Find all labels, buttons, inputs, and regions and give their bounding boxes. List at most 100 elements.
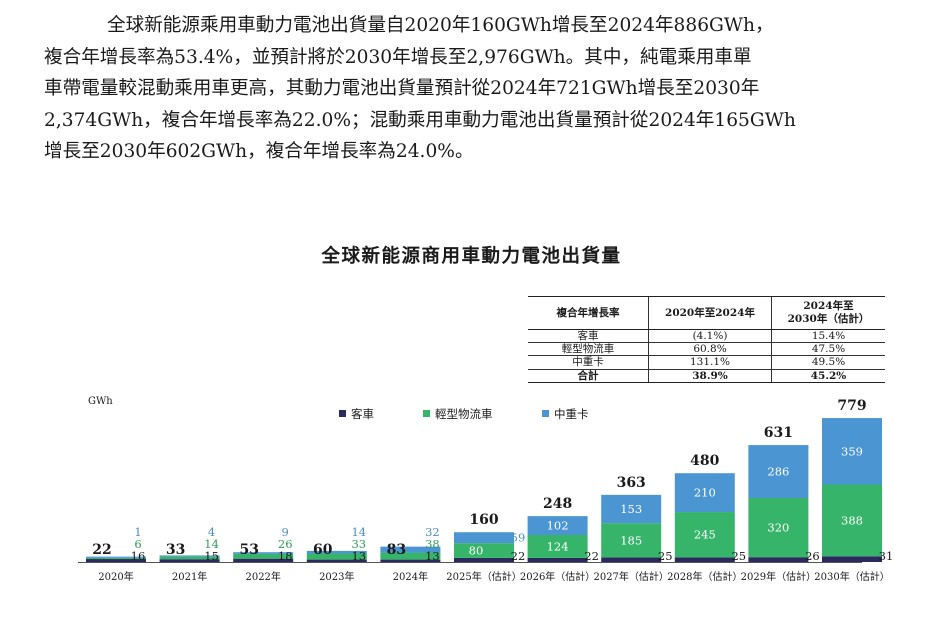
bar-label-heavy-truck: 359 bbox=[841, 444, 863, 458]
bar-total-label: 60 bbox=[313, 542, 333, 558]
bar-segment-heavy-truck bbox=[380, 546, 441, 553]
bar-segment-bus bbox=[86, 559, 146, 562]
bar-label-bus: 22 bbox=[584, 549, 599, 563]
bar-segment-light-logistics bbox=[527, 534, 588, 558]
bar-total-label: 53 bbox=[239, 542, 258, 558]
bar-total-label: 248 bbox=[543, 496, 572, 512]
bar-segment-bus bbox=[159, 559, 220, 562]
cagr-row-label: 合計 bbox=[528, 369, 649, 383]
cagr-row-bus: 客車 (4.1%) 15.4% bbox=[528, 329, 885, 344]
bar-total-label: 160 bbox=[469, 512, 498, 528]
cagr-header-2024-2030: 2024年至 2030年（估計） bbox=[771, 296, 885, 330]
bar-total-label: 22 bbox=[92, 542, 111, 558]
x-tick-label: 2021年 bbox=[172, 570, 207, 583]
cagr-cell: 38.9% bbox=[648, 369, 772, 383]
bar-label-heavy-truck: 210 bbox=[694, 486, 716, 500]
intro-line: 增長至2030年602GWh，複合年增長率為24.0%。 bbox=[44, 141, 474, 163]
bar-segment-light-logistics bbox=[454, 543, 514, 558]
bar-segment-heavy-truck bbox=[454, 532, 514, 544]
bar-segment-light-logistics bbox=[86, 557, 146, 560]
bar-segment-light-logistics bbox=[822, 484, 882, 557]
cagr-row-heavy-truck: 中重卡 131.1% 49.5% bbox=[528, 355, 885, 370]
bar-segment-bus bbox=[748, 557, 809, 562]
bar-segment-heavy-truck bbox=[527, 516, 588, 535]
bar-label-light-logistics: 124 bbox=[547, 539, 569, 553]
legend-swatch bbox=[423, 410, 430, 417]
x-tick-label: 2025年（估計） bbox=[446, 570, 521, 583]
bar-segment-heavy-truck bbox=[159, 555, 220, 557]
bar-total-label: 363 bbox=[617, 475, 646, 491]
bar-segment-bus bbox=[674, 557, 735, 562]
bar-label-light-logistics: 6 bbox=[134, 537, 141, 551]
x-tick-label: 2029年（估計） bbox=[741, 570, 816, 583]
x-tick-label: 2020年 bbox=[98, 570, 133, 583]
bar-segment-light-logistics bbox=[674, 512, 735, 558]
intro-paragraph: 全球新能源乘用車動力電池出貨量自2020年160GWh增長至2024年886GW… bbox=[44, 10, 904, 168]
bar-segment-heavy-truck bbox=[748, 445, 809, 498]
x-tick-label: 2024年 bbox=[393, 570, 428, 583]
cagr-row-label: 客車 bbox=[528, 329, 649, 344]
cagr-header-label: 複合年增長率 bbox=[528, 296, 649, 330]
bar-segment-heavy-truck bbox=[601, 494, 662, 524]
intro-line: 車帶電量較混動乘用車更高，其動力電池出貨量預計從2024年721GWh增長至20… bbox=[44, 78, 760, 100]
legend-label: 輕型物流車 bbox=[435, 407, 493, 421]
cagr-cell: 131.1% bbox=[648, 355, 772, 370]
bar-segment-light-logistics bbox=[159, 556, 220, 560]
bar-segment-bus bbox=[527, 557, 588, 562]
cagr-cell: 60.8% bbox=[648, 342, 772, 357]
bar-label-heavy-truck: 14 bbox=[351, 525, 366, 539]
bar-segment-light-logistics bbox=[306, 553, 367, 560]
bar-label-bus: 15 bbox=[204, 549, 219, 563]
bar-label-light-logistics: 33 bbox=[351, 537, 366, 551]
bar-segment-heavy-truck bbox=[822, 418, 882, 485]
cagr-table: 複合年增長率 2020年至2024年 2024年至 2030年（估計） 客車 (… bbox=[528, 296, 885, 383]
bar-label-bus: 25 bbox=[658, 549, 673, 563]
legend-label: 客車 bbox=[351, 407, 374, 421]
bar-label-bus: 26 bbox=[805, 549, 820, 563]
bar-segment-light-logistics bbox=[380, 552, 441, 560]
bar-label-bus: 13 bbox=[425, 549, 440, 563]
cagr-cell: 15.4% bbox=[771, 329, 885, 344]
cagr-row-label: 中重卡 bbox=[528, 355, 649, 370]
bar-label-light-logistics: 388 bbox=[841, 513, 863, 527]
cagr-header-2024-2030-line1: 2024年至 bbox=[803, 300, 854, 312]
cagr-cell: 49.5% bbox=[771, 355, 885, 370]
cagr-header-2024-2030-line2: 2030年（估計） bbox=[787, 313, 870, 325]
x-tick-label: 2027年（估計） bbox=[593, 570, 668, 583]
bar-label-bus: 18 bbox=[278, 549, 293, 563]
bar-segment-light-logistics bbox=[233, 553, 294, 559]
legend-swatch bbox=[339, 410, 346, 417]
bar-label-light-logistics: 245 bbox=[694, 528, 716, 542]
bar-segment-heavy-truck bbox=[674, 473, 735, 513]
bar-label-heavy-truck: 32 bbox=[425, 525, 440, 539]
intro-line: 全球新能源乘用車動力電池出貨量自2020年160GWh增長至2024年886GW… bbox=[107, 15, 774, 36]
legend-swatch bbox=[542, 410, 549, 417]
bar-label-bus: 25 bbox=[731, 549, 746, 563]
bar-segment-bus bbox=[306, 559, 367, 562]
bar-label-heavy-truck: 9 bbox=[282, 525, 289, 539]
bar-label-bus: 16 bbox=[131, 549, 146, 563]
bar-total-label: 480 bbox=[690, 453, 719, 469]
bar-segment-heavy-truck bbox=[86, 556, 146, 558]
cagr-row-light-logistics: 輕型物流車 60.8% 47.5% bbox=[528, 342, 885, 357]
bar-label-light-logistics: 320 bbox=[767, 521, 789, 535]
bar-label-light-logistics: 185 bbox=[620, 533, 642, 547]
legend-label: 中重卡 bbox=[554, 407, 589, 421]
x-tick-label: 2023年 bbox=[319, 570, 354, 583]
cagr-cell: (4.1%) bbox=[648, 329, 772, 344]
bar-total-label: 33 bbox=[166, 542, 185, 558]
bar-segment-light-logistics bbox=[601, 523, 662, 558]
bar-total-label: 83 bbox=[387, 542, 406, 558]
bar-segment-heavy-truck bbox=[233, 552, 294, 554]
bar-label-heavy-truck: 286 bbox=[767, 465, 789, 479]
bar-total-label: 779 bbox=[837, 398, 866, 414]
bar-segment-bus bbox=[454, 557, 514, 562]
cagr-header-2020-2024: 2020年至2024年 bbox=[648, 296, 772, 330]
bar-label-bus: 13 bbox=[351, 549, 366, 563]
bar-segment-bus bbox=[380, 559, 441, 562]
bar-segment-heavy-truck bbox=[306, 550, 367, 554]
bar-label-heavy-truck: 59 bbox=[511, 531, 526, 545]
bar-label-heavy-truck: 153 bbox=[620, 502, 642, 516]
intro-line: 2,374GWh，複合年增長率為22.0%；混動乘用車動力電池出貨量預計從202… bbox=[44, 109, 796, 131]
